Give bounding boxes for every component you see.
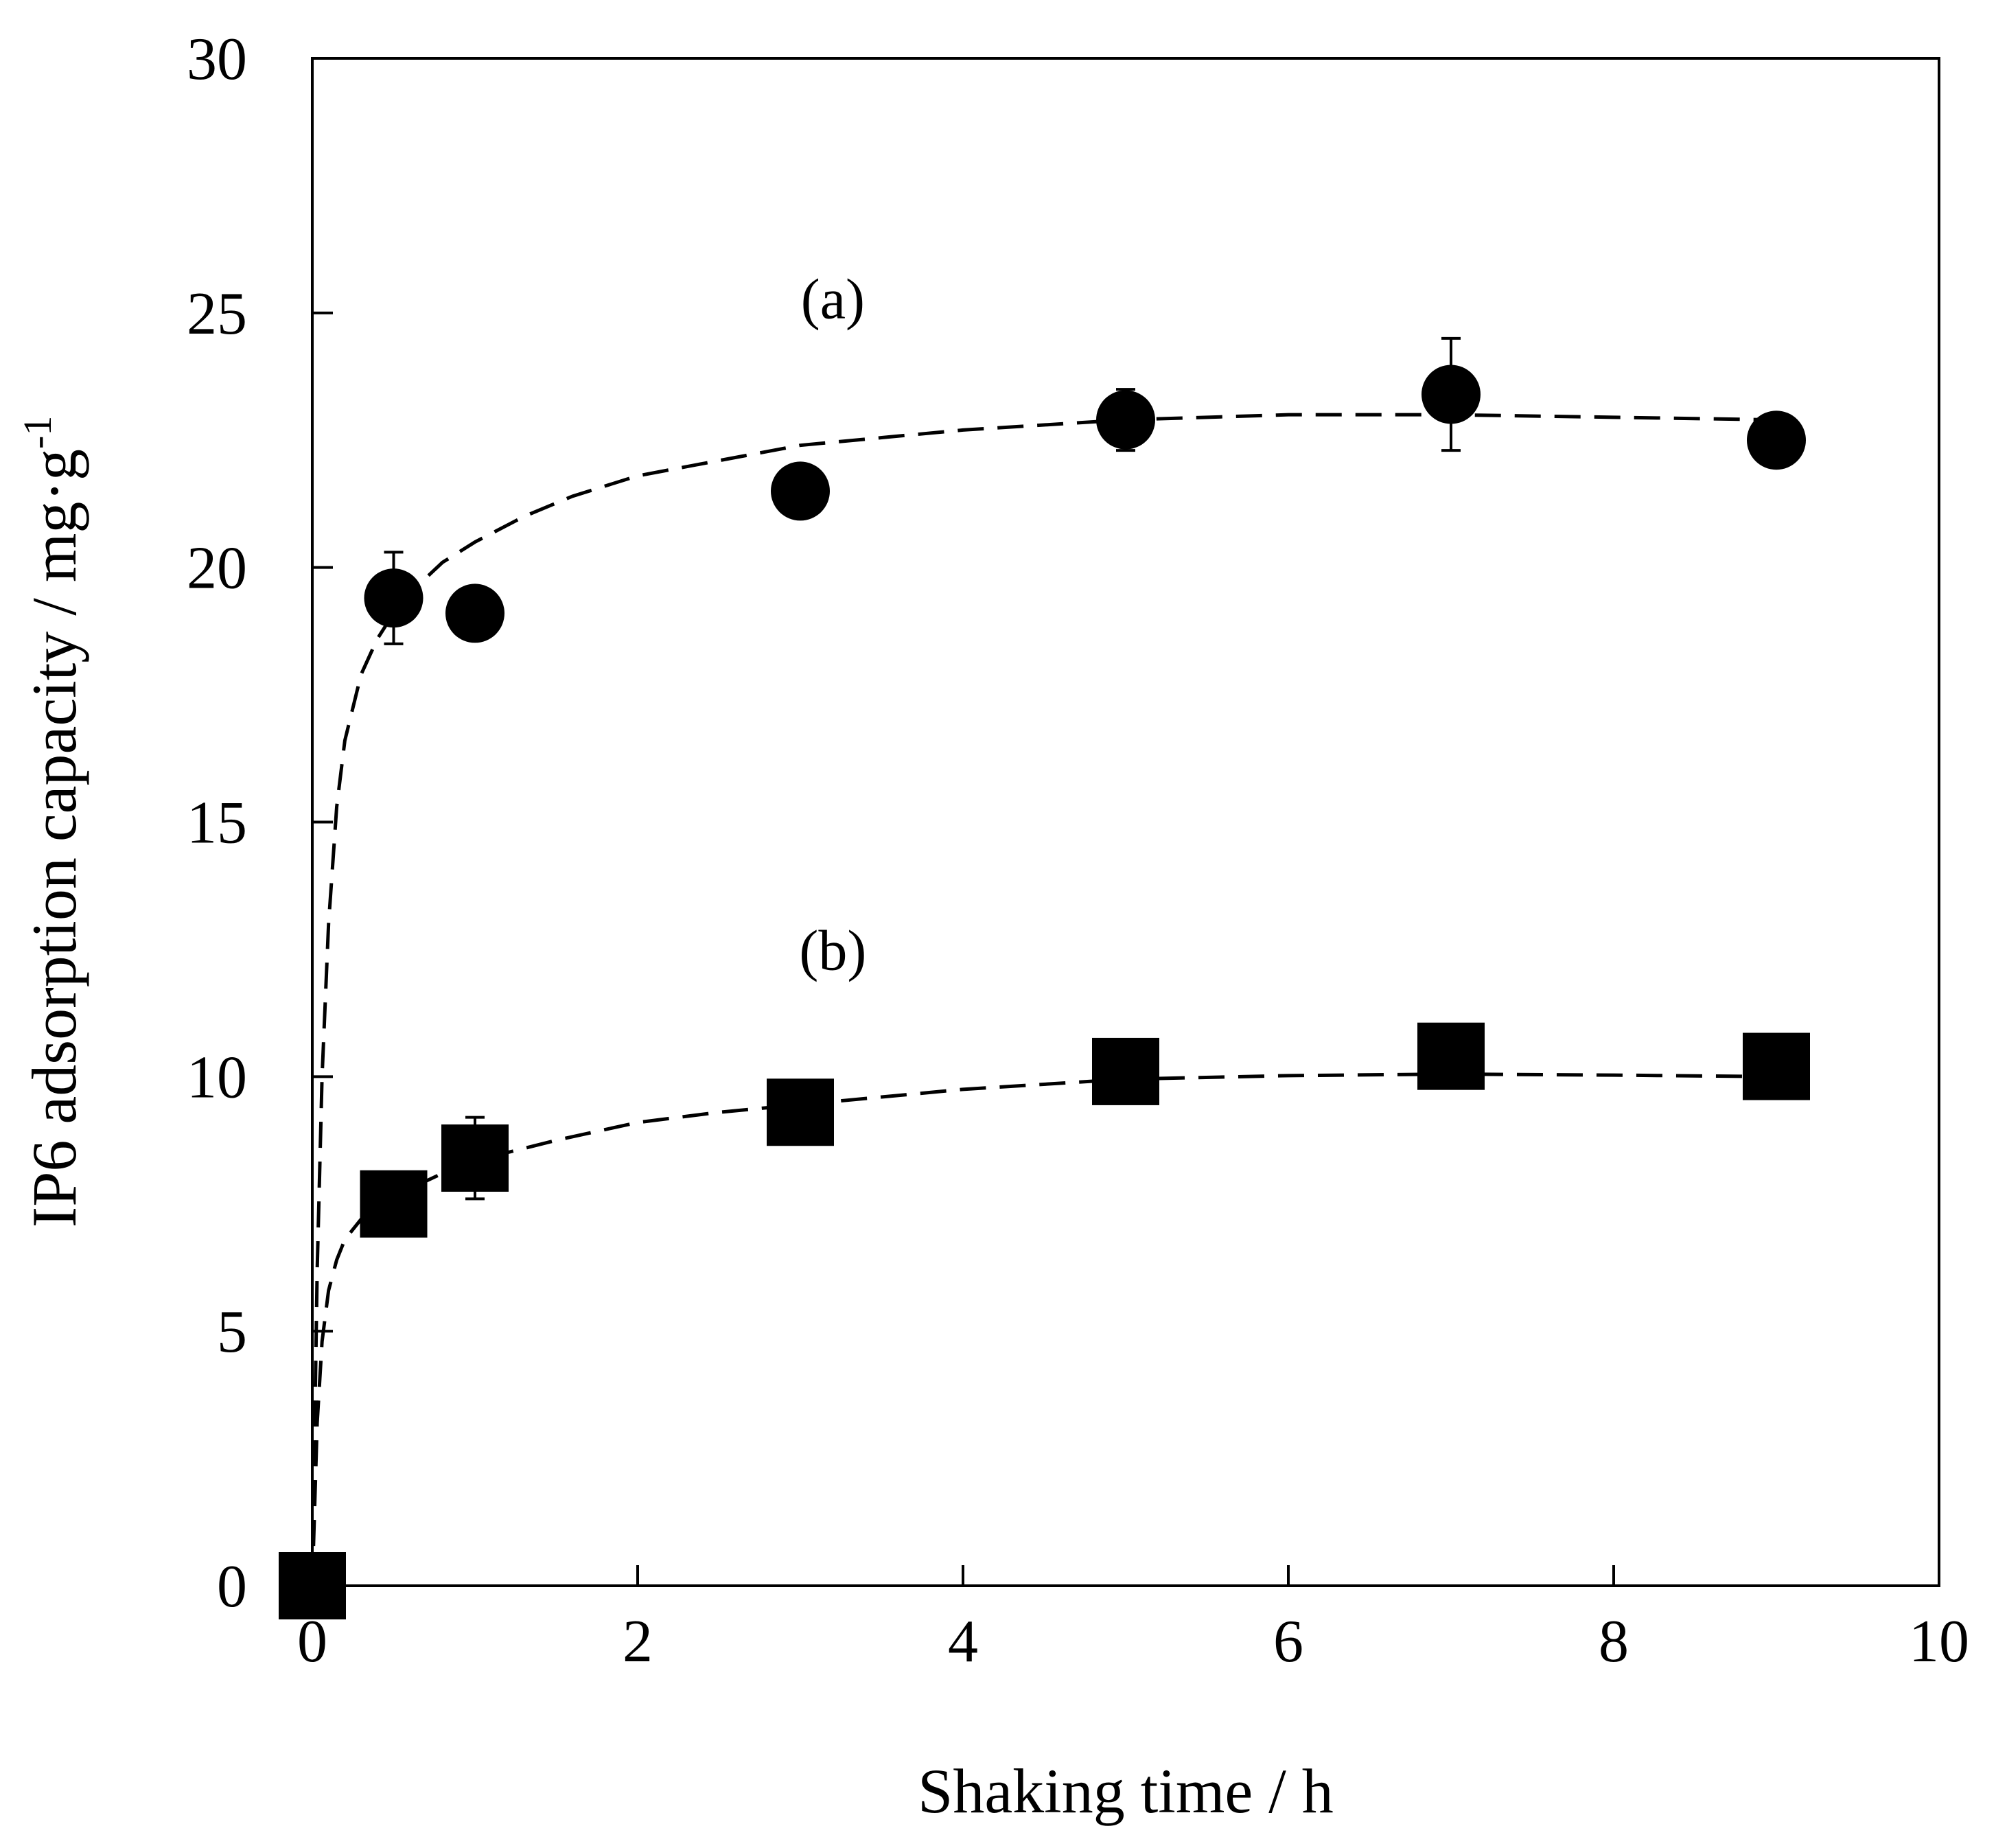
series-b-point (441, 1124, 509, 1192)
y-axis-title-main: IP6 adsorption capacity / mg·g (19, 449, 89, 1227)
x-tick-label: 2 (623, 1608, 653, 1675)
y-axis-title: IP6 adsorption capacity / mg·g-1 (15, 416, 89, 1228)
y-tick-label: 20 (187, 535, 247, 602)
y-axis-title-superscript: -1 (15, 416, 60, 449)
plot-frame (311, 57, 1940, 1587)
y-tick-label: 30 (187, 26, 247, 93)
y-tick-label: 15 (187, 790, 247, 857)
series-a-point (364, 568, 423, 628)
series-b-point (1092, 1037, 1159, 1105)
y-tick-label: 25 (187, 281, 247, 347)
series-a-point (1096, 390, 1155, 450)
series-b-point (1743, 1032, 1810, 1100)
x-tick-label: 6 (1273, 1608, 1303, 1675)
series-a-point (445, 584, 504, 643)
series-a-fit-line (310, 413, 1777, 1586)
x-tick-label: 10 (1909, 1608, 1969, 1675)
y-tick-label: 10 (187, 1044, 247, 1111)
x-axis-title: Shaking time / h (918, 1756, 1334, 1826)
series-b-point (360, 1170, 428, 1238)
series-annotations: (a) (b) (799, 267, 866, 982)
series-label-b: (b) (799, 919, 866, 983)
series-a-point (771, 461, 830, 521)
series-b-fit-line (310, 1072, 1777, 1586)
x-tick-label: 4 (948, 1608, 978, 1675)
axis-ticks: 0 2 4 6 8 10 0 5 10 15 20 25 30 (187, 26, 1969, 1675)
y-tick-label: 5 (217, 1299, 247, 1365)
y-tick-label: 0 (217, 1554, 247, 1620)
series-label-a: (a) (801, 267, 865, 331)
series-a-point (1421, 365, 1481, 424)
x-tick-label: 8 (1599, 1608, 1629, 1675)
series-b-point (1417, 1022, 1485, 1090)
series-a-point (1747, 411, 1806, 470)
x-tick-label: 0 (297, 1608, 327, 1675)
plot-area (279, 336, 1810, 1619)
series-b-point (767, 1078, 834, 1146)
